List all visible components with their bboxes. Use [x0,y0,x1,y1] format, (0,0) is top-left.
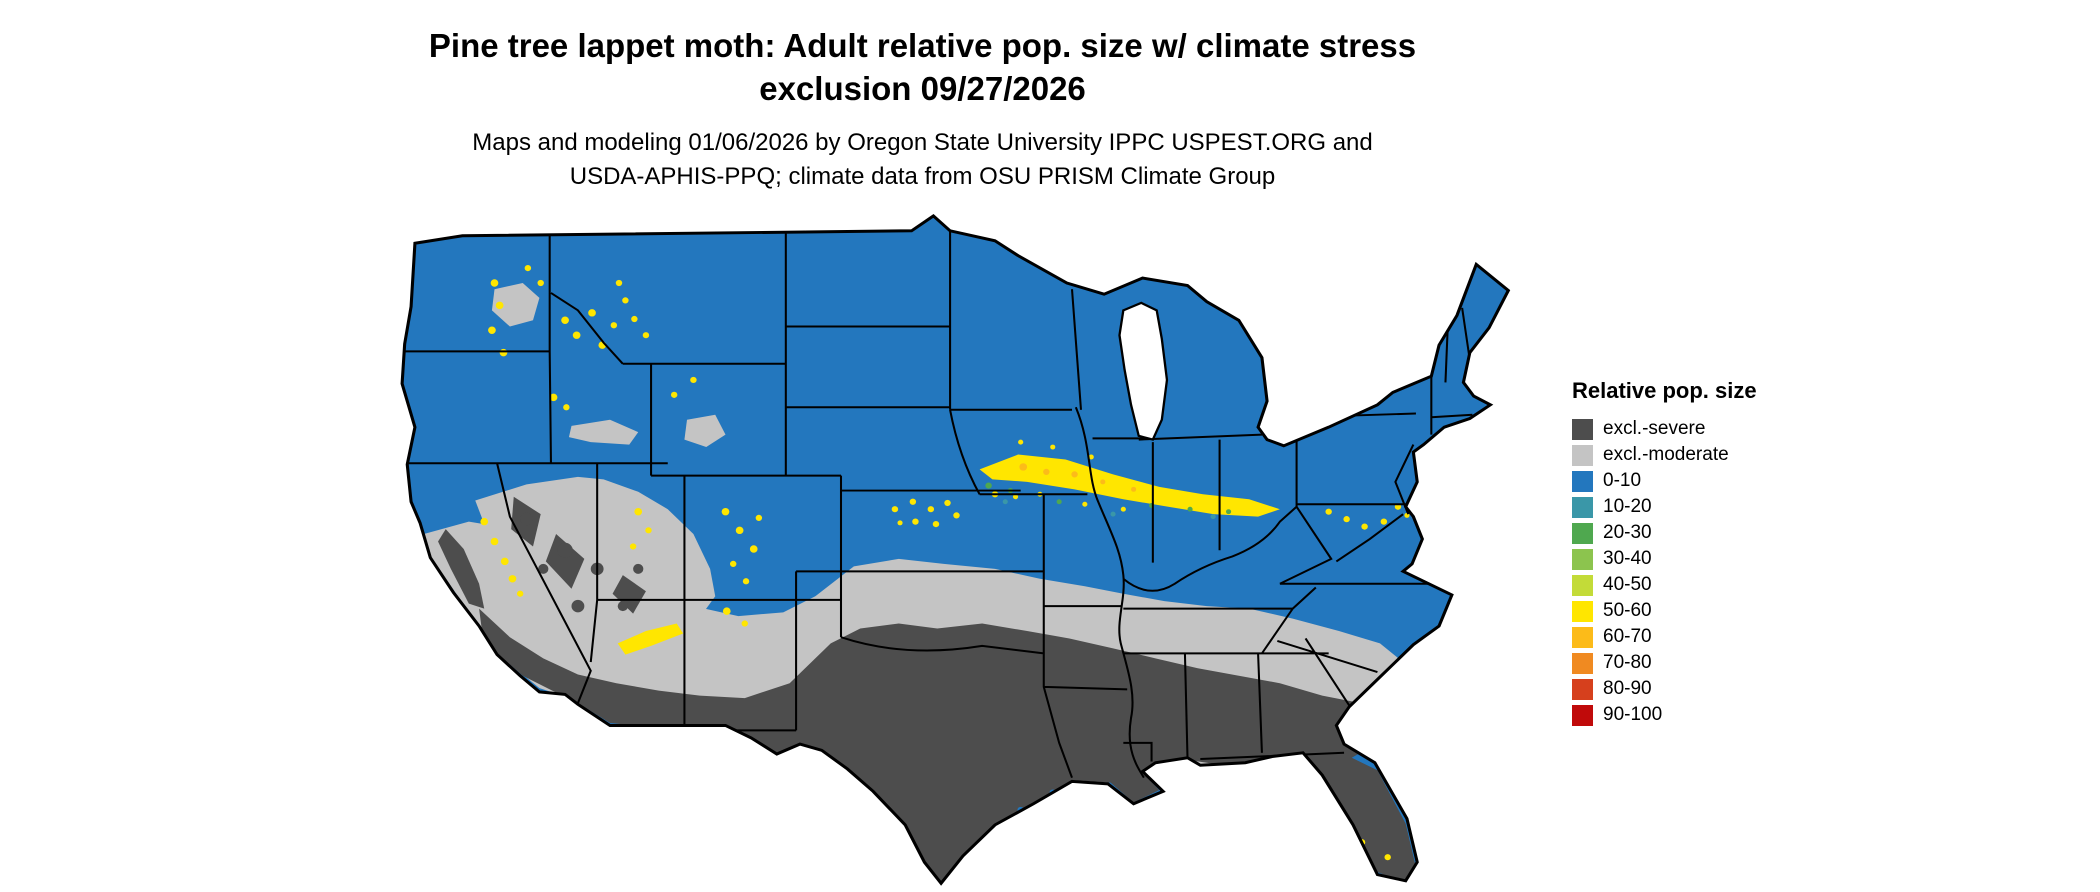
legend-swatch [1572,418,1593,440]
legend-label: 50-60 [1603,600,1652,621]
legend-label: 30-40 [1603,548,1652,569]
legend-row: 40-50 [1572,572,1757,598]
map-title-line2: exclusion 09/27/2026 [759,70,1086,107]
legend-swatch [1572,652,1593,674]
legend-label: 90-100 [1603,704,1663,725]
legend-swatch [1572,704,1593,726]
legend-row: excl.-moderate [1572,442,1757,468]
lake-michigan [1118,301,1169,441]
legend-row: 90-100 [1572,702,1757,728]
legend-label: 40-50 [1603,574,1652,595]
map-legend: Relative pop. size excl.-severe excl.-mod… [1572,378,1757,728]
legend-items: excl.-severe excl.-moderate 0-10 10-20 20-30… [1572,416,1757,728]
legend-row: 60-70 [1572,624,1757,650]
map-title-line1: Pine tree lappet moth: Adult relative po… [428,27,1417,64]
legend-label: excl.-moderate [1603,444,1729,465]
legend-row: 50-60 [1572,598,1757,624]
legend-label: 20-30 [1603,522,1652,543]
legend-title: Relative pop. size [1572,378,1757,403]
us-outline [400,213,1511,886]
legend-swatch [1572,470,1593,492]
legend-label: 60-70 [1603,626,1652,647]
legend-swatch [1572,574,1593,596]
subtitle-block: Maps and modeling 01/06/2026 by Oregon S… [0,126,1845,194]
legend-swatch [1572,522,1593,544]
legend-swatch [1572,496,1593,518]
legend-swatch [1572,678,1593,700]
legend-row: 0-10 [1572,468,1757,494]
region-teal-10-20 [1002,499,1216,520]
legend-swatch [1572,626,1593,648]
legend-swatch [1572,600,1593,622]
us-population-map [302,196,1534,892]
legend-swatch [1572,548,1593,570]
legend-row: 20-30 [1572,520,1757,546]
legend-label: 80-90 [1603,678,1652,699]
legend-row: 30-40 [1572,546,1757,572]
map-subtitle-line1: Maps and modeling 01/06/2026 by Oregon S… [472,129,1373,156]
map-subtitle-line2: USDA-APHIS-PPQ; climate data from OSU PR… [569,163,1276,190]
legend-row: excl.-severe [1572,416,1757,442]
title-block: Pine tree lappet moth: Adult relative po… [0,24,1845,194]
region-yellow-50-60 [480,264,1410,861]
legend-label: 10-20 [1603,496,1652,517]
region-orange-60-70 [1019,463,1137,492]
legend-label: 0-10 [1603,470,1642,491]
legend-label: excl.-severe [1603,418,1706,439]
legend-row: 10-20 [1572,494,1757,520]
legend-row: 70-80 [1572,650,1757,676]
legend-label: 70-80 [1603,652,1652,673]
legend-swatch [1572,444,1593,466]
legend-row: 80-90 [1572,676,1757,702]
us-map-svg [400,213,1511,886]
